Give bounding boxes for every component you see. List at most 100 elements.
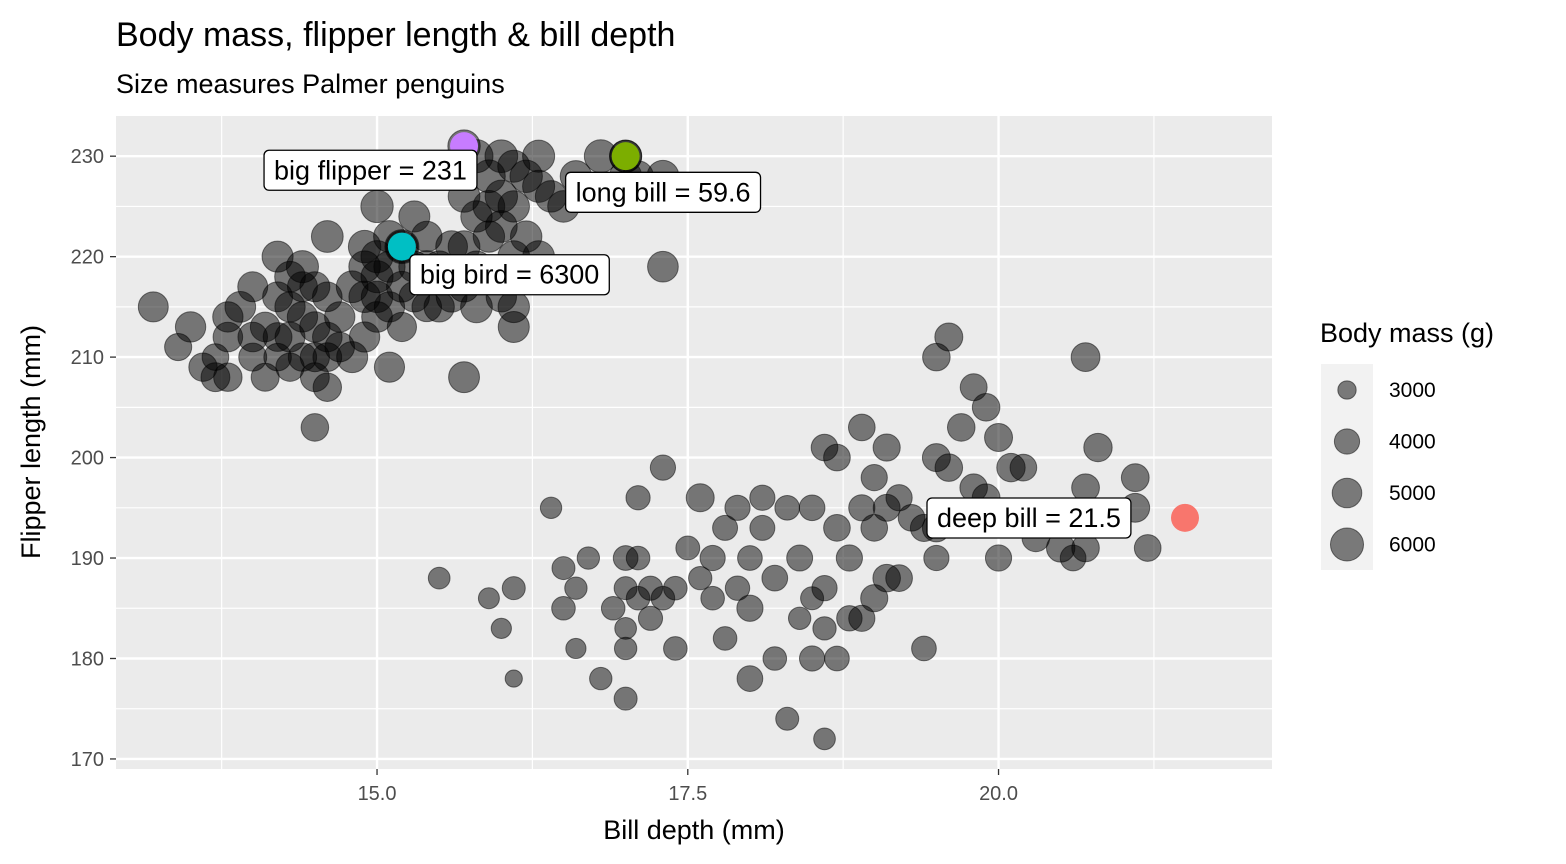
data-point (749, 514, 776, 541)
data-point (360, 189, 394, 224)
data-point (1120, 463, 1150, 493)
data-point (663, 636, 688, 661)
data-point (923, 544, 950, 572)
data-point (737, 545, 763, 571)
data-point (736, 594, 764, 622)
data-point (614, 617, 637, 640)
data-point (647, 250, 679, 283)
data-point (872, 433, 901, 462)
data-point (824, 645, 850, 672)
data-point (613, 636, 638, 661)
annotation-box (409, 254, 610, 296)
data-point (762, 646, 788, 671)
y-tick-label: 210 (71, 347, 104, 369)
annotation-text: big bird = 6300 (420, 260, 599, 290)
data-point (564, 576, 588, 600)
x-axis: 15.0 17.5 20.0 (358, 769, 1018, 805)
x-tick-label: 17.5 (668, 783, 707, 805)
data-point (911, 635, 937, 662)
data-point (312, 372, 343, 402)
data-point (724, 494, 751, 521)
data-point (625, 545, 651, 571)
data-point (984, 544, 1013, 572)
data-point (386, 311, 417, 343)
x-tick-label: 15.0 (358, 783, 397, 805)
data-point (675, 535, 701, 561)
highlight-point (1170, 503, 1199, 532)
data-point (501, 576, 526, 601)
legend-label: 6000 (1389, 534, 1436, 557)
data-point (649, 454, 677, 481)
data-point (310, 220, 344, 253)
chart-subtitle: Size measures Palmer penguins (116, 69, 505, 99)
y-tick-label: 170 (71, 749, 104, 771)
data-point (934, 453, 964, 482)
chart-title: Body mass, flipper length & bill depth (116, 16, 675, 54)
data-point (174, 311, 207, 343)
data-point (448, 361, 480, 394)
data-point (625, 485, 651, 511)
y-tick-label: 200 (71, 448, 104, 470)
annotation-layer: big flipper = 231 long bill = 59.6 big bir… (263, 149, 1132, 539)
data-point (724, 575, 751, 601)
data-point (848, 604, 876, 632)
data-point (685, 483, 715, 513)
data-point (477, 587, 500, 610)
data-point (699, 544, 726, 572)
data-point (688, 565, 713, 591)
data-point (427, 566, 451, 590)
data-point (576, 546, 601, 570)
data-point (984, 422, 1014, 452)
annotation-label: deep bill = 21.5 (926, 497, 1132, 539)
data-point (835, 544, 863, 572)
data-point (712, 626, 738, 651)
data-point (860, 514, 889, 542)
data-point (787, 606, 812, 630)
legend-key (1337, 380, 1357, 400)
annotation-text: long bill = 59.6 (576, 177, 751, 207)
data-point (700, 585, 725, 611)
data-point (522, 139, 556, 173)
legend-key (1331, 477, 1363, 509)
data-point (1070, 342, 1101, 373)
highlight-point (611, 142, 640, 171)
legend-label: 5000 (1389, 482, 1436, 505)
data-point (823, 514, 851, 542)
data-point (589, 666, 613, 691)
data-point (885, 484, 913, 512)
legend: Body mass (g) 3000 4000 5000 6000 (1320, 318, 1494, 570)
data-point (946, 413, 976, 442)
annotation-box (926, 497, 1132, 539)
y-tick-label: 190 (71, 548, 104, 570)
data-point (324, 301, 356, 333)
data-point (798, 645, 826, 672)
data-point (1083, 432, 1113, 463)
y-tick-label: 230 (71, 146, 104, 168)
data-point (823, 443, 851, 472)
data-point (497, 190, 530, 223)
data-point (847, 413, 876, 442)
data-point (736, 665, 764, 692)
data-point (749, 484, 776, 511)
y-axis-title: Flipper length (mm) (16, 325, 46, 559)
data-point (490, 617, 512, 639)
plot-panel (116, 116, 1272, 769)
data-point (213, 362, 243, 392)
data-point (860, 464, 888, 492)
data-point (539, 496, 563, 519)
annotation-box (564, 171, 762, 213)
legend-label: 3000 (1389, 379, 1436, 402)
data-point (774, 494, 801, 521)
data-point (798, 494, 826, 522)
data-point (137, 291, 169, 323)
legend-key (1333, 428, 1361, 455)
highlight-point (387, 232, 416, 261)
x-axis-title: Bill depth (mm) (603, 815, 785, 845)
data-point (971, 393, 1001, 422)
annotation-text: big flipper = 231 (274, 155, 467, 185)
annotation-label: big flipper = 231 (263, 149, 478, 191)
x-tick-label: 20.0 (979, 783, 1018, 805)
data-point (812, 616, 837, 641)
data-point (813, 727, 836, 751)
data-point (613, 686, 638, 711)
